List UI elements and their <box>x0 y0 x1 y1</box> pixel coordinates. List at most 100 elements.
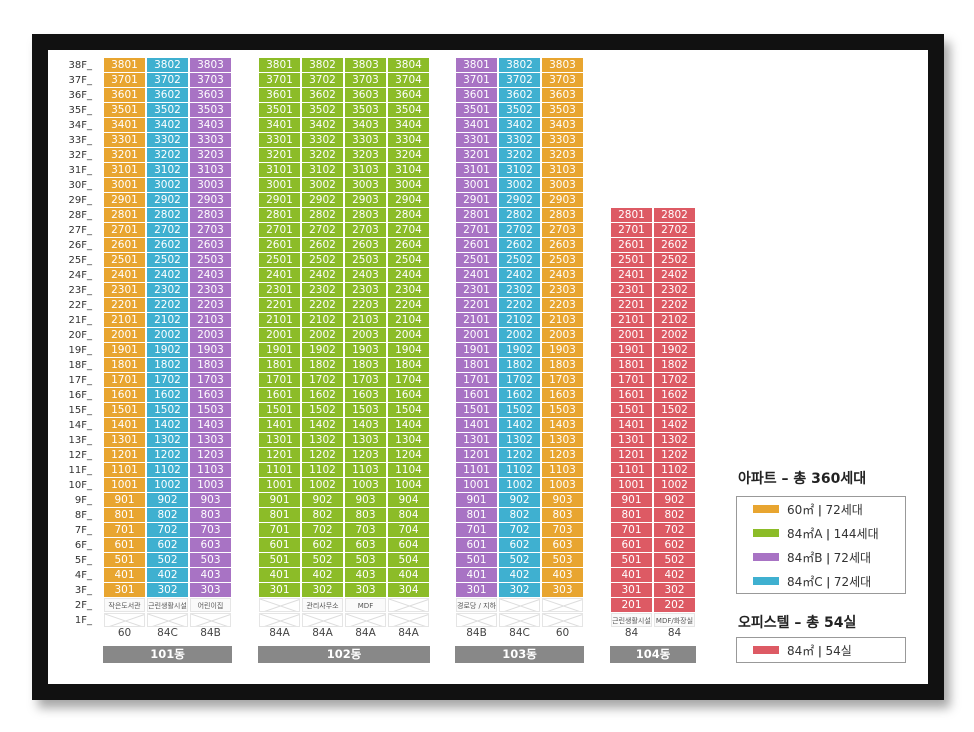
unit-cell: 3003 <box>542 178 583 192</box>
unit-cell: 3003 <box>190 178 231 192</box>
unit-cell: 2001 <box>259 328 300 342</box>
unit-cell: 1903 <box>345 343 386 357</box>
unit-cell: 504 <box>388 553 429 567</box>
unit-cell: 1602 <box>147 388 188 402</box>
unit-cell: 2803 <box>345 208 386 222</box>
unit-cell: 1301 <box>259 433 300 447</box>
unit-cell: 2803 <box>542 208 583 222</box>
unit-cell: 703 <box>345 523 386 537</box>
empty-floor-cell <box>542 613 583 627</box>
floor-label: 23F_ <box>68 285 92 296</box>
unit-cell: 2603 <box>345 238 386 252</box>
unit-cell: 2402 <box>499 268 540 282</box>
unit-cell: 502 <box>499 553 540 567</box>
unit-cell: 3502 <box>302 103 343 117</box>
unit-cell: 601 <box>104 538 145 552</box>
empty-floor-cell <box>388 613 429 627</box>
unit-cell: 1401 <box>456 418 497 432</box>
unit-cell: 3401 <box>259 118 300 132</box>
unit-cell: 2303 <box>345 283 386 297</box>
unit-type-label: 60 <box>117 627 132 639</box>
unit-cell: 2202 <box>302 298 343 312</box>
unit-cell: 1402 <box>302 418 343 432</box>
unit-cell: 802 <box>499 508 540 522</box>
unit-cell: 2404 <box>388 268 429 282</box>
unit-cell: 401 <box>611 568 652 582</box>
unit-cell: 1104 <box>388 463 429 477</box>
unit-cell: 3303 <box>345 133 386 147</box>
floor-label: 6F_ <box>74 540 92 551</box>
legend-label: 84㎡B ǀ 72세대 <box>787 551 872 565</box>
unit-cell: 601 <box>611 538 652 552</box>
officetel-legend-box: 84㎡ ǀ 54실 <box>736 637 906 663</box>
legend-swatch <box>753 577 779 585</box>
floor-label: 16F_ <box>68 390 92 401</box>
unit-cell: 1803 <box>190 358 231 372</box>
unit-cell: 1901 <box>456 343 497 357</box>
unit-cell: 2104 <box>388 313 429 327</box>
unit-cell: 802 <box>147 508 188 522</box>
unit-cell: 3404 <box>388 118 429 132</box>
unit-cell: 3603 <box>542 88 583 102</box>
unit-cell: 2804 <box>388 208 429 222</box>
unit-cell: 1001 <box>259 478 300 492</box>
unit-cell: 2904 <box>388 193 429 207</box>
unit-cell: 2302 <box>302 283 343 297</box>
unit-cell: 1501 <box>259 403 300 417</box>
unit-cell: 2902 <box>302 193 343 207</box>
unit-cell: 2802 <box>654 208 695 222</box>
unit-cell: 1203 <box>542 448 583 462</box>
unit-cell: 2902 <box>147 193 188 207</box>
unit-cell: 303 <box>190 583 231 597</box>
unit-cell: 2201 <box>611 298 652 312</box>
unit-cell: 3401 <box>104 118 145 132</box>
unit-cell: 2801 <box>104 208 145 222</box>
unit-cell: 3801 <box>259 58 300 72</box>
unit-cell: 2903 <box>542 193 583 207</box>
unit-cell: 1402 <box>147 418 188 432</box>
unit-cell: 3201 <box>104 148 145 162</box>
unit-cell: 601 <box>456 538 497 552</box>
unit-cell: 1701 <box>104 373 145 387</box>
unit-cell: 1202 <box>499 448 540 462</box>
unit-cell: 1601 <box>456 388 497 402</box>
floor-label: 38F_ <box>68 60 92 71</box>
unit-cell: 402 <box>499 568 540 582</box>
unit-cell: 1803 <box>345 358 386 372</box>
unit-cell: 1502 <box>499 403 540 417</box>
unit-cell: 1303 <box>345 433 386 447</box>
unit-cell: 1903 <box>542 343 583 357</box>
legend-row: 84㎡B ǀ 72세대 <box>737 545 905 569</box>
unit-cell: 403 <box>542 568 583 582</box>
floor-label: 25F_ <box>68 255 92 266</box>
unit-cell: 2401 <box>611 268 652 282</box>
unit-cell: 1201 <box>456 448 497 462</box>
unit-cell: 1501 <box>611 403 652 417</box>
unit-cell: 2002 <box>147 328 188 342</box>
unit-cell: 902 <box>654 493 695 507</box>
unit-cell: 3701 <box>259 73 300 87</box>
empty-floor-cell <box>542 598 583 612</box>
unit-cell: 1202 <box>302 448 343 462</box>
unit-cell: 1102 <box>302 463 343 477</box>
unit-cell: 802 <box>302 508 343 522</box>
unit-type-label: 84 <box>624 627 639 639</box>
unit-type-label: 84C <box>157 627 178 639</box>
unit-cell: 3703 <box>542 73 583 87</box>
building-name-label: 103동 <box>455 646 584 663</box>
floor-label: 19F_ <box>68 345 92 356</box>
unit-cell: 1801 <box>259 358 300 372</box>
unit-cell: 501 <box>611 553 652 567</box>
unit-cell: 3402 <box>499 118 540 132</box>
unit-cell: 1502 <box>654 403 695 417</box>
unit-type-label: 60 <box>555 627 570 639</box>
unit-cell: 702 <box>302 523 343 537</box>
unit-cell: 2002 <box>654 328 695 342</box>
floor-label: 22F_ <box>68 300 92 311</box>
unit-type-label: 84C <box>509 627 530 639</box>
unit-cell: 702 <box>147 523 188 537</box>
unit-cell: 3801 <box>104 58 145 72</box>
empty-floor-cell <box>499 613 540 627</box>
unit-cell: 2602 <box>499 238 540 252</box>
unit-cell: 302 <box>654 583 695 597</box>
